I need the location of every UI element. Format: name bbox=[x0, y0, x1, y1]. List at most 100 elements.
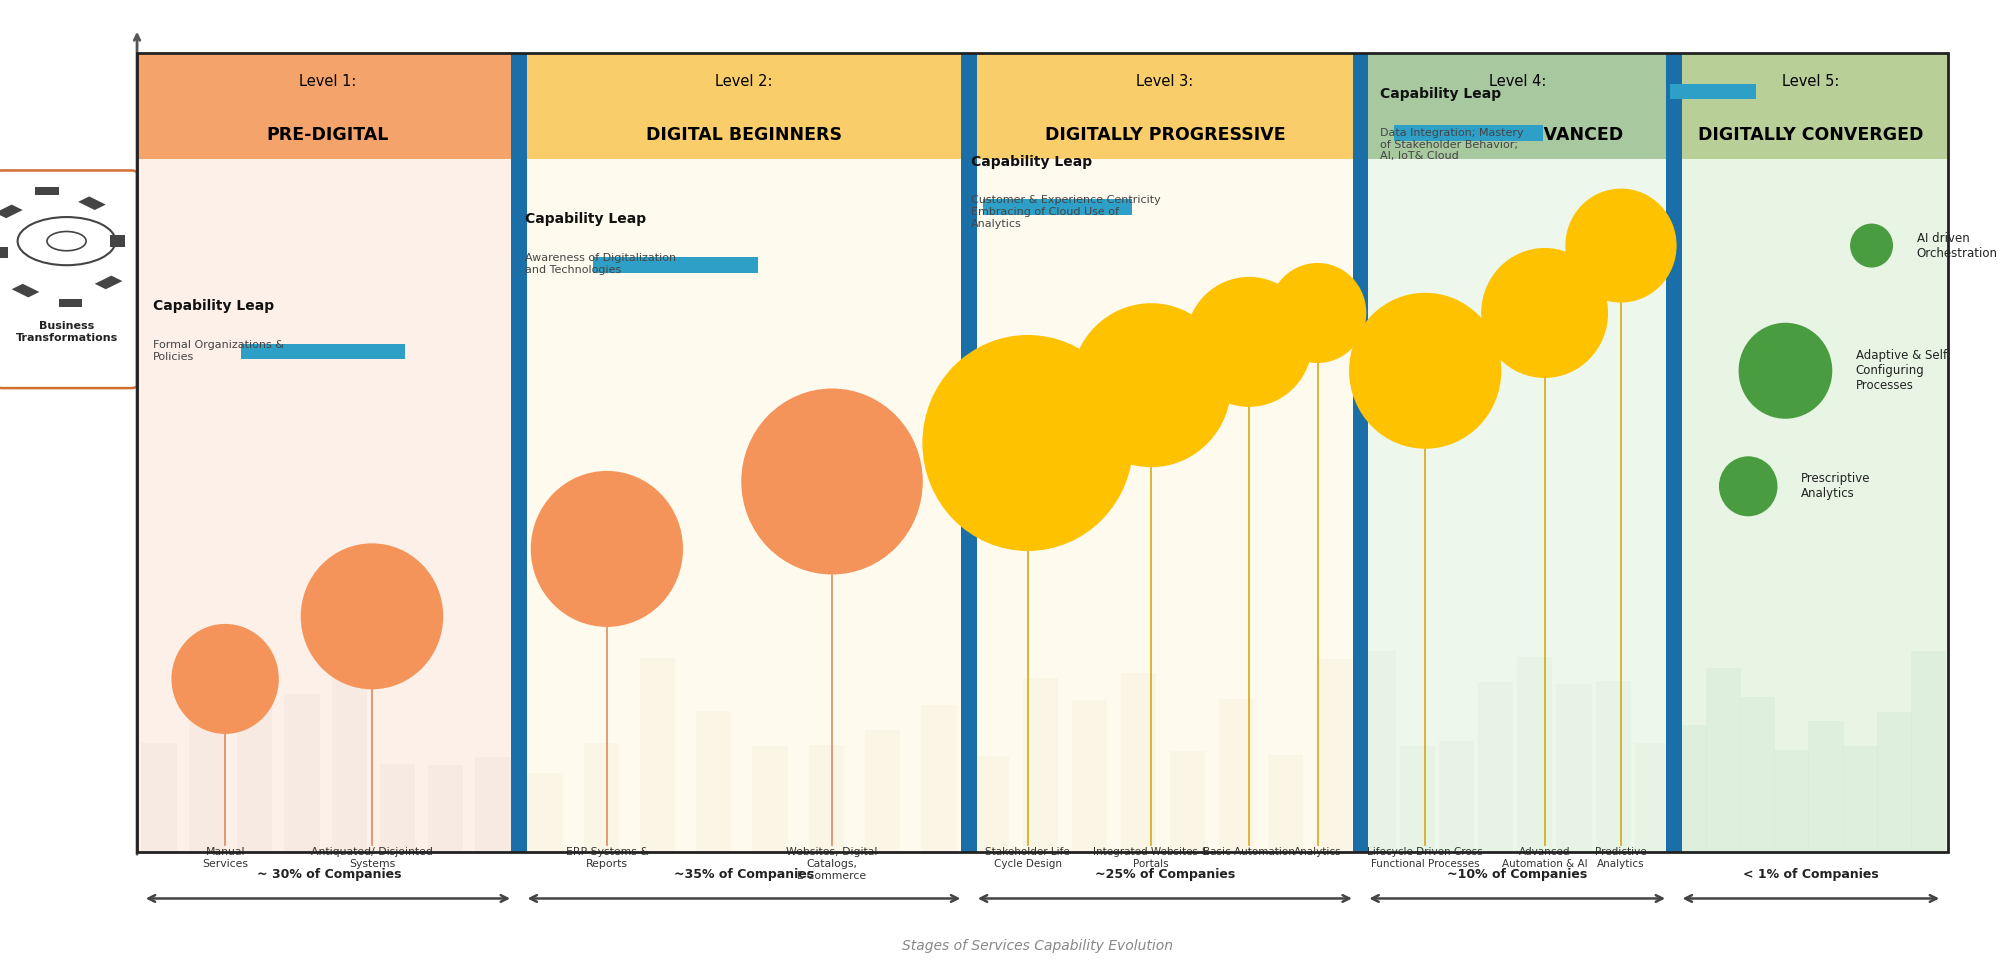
Bar bbox=[1668, 84, 1754, 99]
Bar bbox=[920, 718, 956, 852]
Bar bbox=[1359, 53, 1672, 159]
Text: ~25% of Companies: ~25% of Companies bbox=[1095, 869, 1235, 881]
Bar bbox=[58, 299, 82, 307]
Bar bbox=[237, 655, 273, 852]
Bar bbox=[960, 53, 976, 852]
Bar bbox=[527, 654, 561, 852]
Text: < 1% of Companies: < 1% of Companies bbox=[1742, 869, 1879, 881]
Text: Basic Automation: Basic Automation bbox=[1203, 847, 1295, 857]
Bar bbox=[1772, 765, 1809, 852]
Bar bbox=[1516, 709, 1552, 852]
Bar bbox=[1399, 708, 1434, 852]
Bar bbox=[968, 53, 1359, 159]
Bar bbox=[1704, 653, 1740, 852]
Ellipse shape bbox=[531, 471, 682, 627]
Text: Stages of Services Capability Evolution: Stages of Services Capability Evolution bbox=[902, 939, 1173, 953]
Ellipse shape bbox=[301, 543, 443, 690]
Bar bbox=[1359, 159, 1672, 852]
Bar bbox=[968, 159, 1359, 852]
Bar bbox=[110, 235, 124, 247]
Text: Data Integration; Mastery
of Stakeholder Behavior;
AI, IoT& Cloud: Data Integration; Mastery of Stakeholder… bbox=[1379, 128, 1524, 161]
Bar bbox=[1023, 664, 1057, 852]
Text: DIGITALLY PROGRESSIVE: DIGITALLY PROGRESSIVE bbox=[1045, 126, 1285, 143]
Bar bbox=[0, 247, 8, 258]
Bar bbox=[1738, 699, 1774, 852]
Text: Customer & Experience Centricity
Embracing of Cloud Use of
Analytics: Customer & Experience Centricity Embraci… bbox=[970, 195, 1161, 228]
Text: Manual
Services: Manual Services bbox=[203, 847, 249, 869]
Ellipse shape bbox=[1267, 263, 1365, 363]
Text: Business
Transformations: Business Transformations bbox=[16, 322, 118, 343]
Text: Level 3:: Level 3: bbox=[1135, 74, 1193, 90]
Ellipse shape bbox=[1071, 303, 1231, 467]
Bar bbox=[136, 159, 519, 852]
Bar bbox=[1556, 681, 1590, 852]
Text: Level 2:: Level 2: bbox=[716, 74, 772, 90]
Bar bbox=[1267, 641, 1301, 852]
FancyBboxPatch shape bbox=[0, 170, 136, 388]
Text: Analytics: Analytics bbox=[1293, 847, 1341, 857]
Text: PRE-DIGITAL: PRE-DIGITAL bbox=[267, 126, 389, 143]
Bar bbox=[379, 754, 415, 852]
Bar bbox=[982, 199, 1131, 215]
Bar bbox=[94, 275, 122, 289]
Bar bbox=[640, 657, 676, 852]
Bar bbox=[1666, 53, 1680, 852]
Ellipse shape bbox=[1185, 277, 1311, 406]
Ellipse shape bbox=[922, 335, 1133, 551]
Text: DIGITAL BEGINNERS: DIGITAL BEGINNERS bbox=[646, 126, 842, 143]
Text: ~35% of Companies: ~35% of Companies bbox=[674, 869, 814, 881]
Bar bbox=[752, 644, 788, 852]
Bar bbox=[188, 646, 225, 852]
Bar bbox=[36, 187, 58, 195]
Bar bbox=[1359, 703, 1395, 852]
Text: Antiquated/ Disjointed
Systems: Antiquated/ Disjointed Systems bbox=[311, 847, 433, 869]
Bar bbox=[1169, 724, 1205, 852]
Bar bbox=[475, 676, 511, 852]
Text: ~ 30% of Companies: ~ 30% of Companies bbox=[257, 869, 401, 881]
Bar bbox=[1071, 688, 1107, 852]
Bar bbox=[1438, 773, 1474, 852]
Bar bbox=[1877, 716, 1911, 852]
Bar bbox=[519, 53, 968, 159]
Text: Integrated Websites &
Portals: Integrated Websites & Portals bbox=[1093, 847, 1209, 869]
Text: Awareness of Digitalization
and Technologies: Awareness of Digitalization and Technolo… bbox=[525, 253, 676, 274]
Text: Capability Leap: Capability Leap bbox=[152, 299, 275, 313]
Text: DIGITALLY CONVERGED: DIGITALLY CONVERGED bbox=[1698, 126, 1923, 143]
Bar bbox=[136, 53, 1947, 852]
Ellipse shape bbox=[1564, 189, 1676, 302]
Ellipse shape bbox=[1480, 248, 1608, 377]
Text: Predictive
Analytics: Predictive Analytics bbox=[1594, 847, 1646, 869]
Bar bbox=[241, 344, 405, 359]
Ellipse shape bbox=[1718, 456, 1776, 516]
Bar bbox=[1809, 736, 1843, 852]
Text: Capability Leap: Capability Leap bbox=[525, 212, 646, 226]
Bar bbox=[1351, 53, 1367, 852]
Bar bbox=[12, 284, 40, 298]
Bar bbox=[78, 196, 106, 210]
Bar bbox=[285, 655, 319, 852]
Text: Capability Leap: Capability Leap bbox=[970, 154, 1091, 169]
Bar bbox=[519, 159, 968, 852]
Bar bbox=[583, 690, 620, 852]
Bar bbox=[974, 726, 1009, 852]
Bar bbox=[511, 53, 527, 852]
Text: Adaptive & Self
Configuring
Processes: Adaptive & Self Configuring Processes bbox=[1855, 350, 1947, 392]
Text: Level 1:: Level 1: bbox=[299, 74, 357, 90]
Text: Prescriptive
Analytics: Prescriptive Analytics bbox=[1800, 472, 1869, 501]
Bar bbox=[593, 257, 758, 273]
Ellipse shape bbox=[1349, 293, 1500, 449]
Ellipse shape bbox=[1738, 323, 1831, 419]
Text: Level 5:: Level 5: bbox=[1780, 74, 1839, 90]
Bar bbox=[1672, 53, 1947, 159]
Text: ERP Systems &
Reports: ERP Systems & Reports bbox=[565, 847, 648, 869]
Bar bbox=[1478, 664, 1512, 852]
Bar bbox=[1121, 658, 1155, 852]
Bar bbox=[1670, 722, 1706, 852]
Bar bbox=[1634, 750, 1668, 852]
Bar bbox=[333, 728, 367, 852]
Bar bbox=[1594, 646, 1630, 852]
Bar bbox=[1911, 683, 1945, 852]
Ellipse shape bbox=[170, 624, 279, 734]
Bar bbox=[1315, 743, 1351, 852]
Text: Advanced
Automation & AI: Advanced Automation & AI bbox=[1502, 847, 1586, 869]
